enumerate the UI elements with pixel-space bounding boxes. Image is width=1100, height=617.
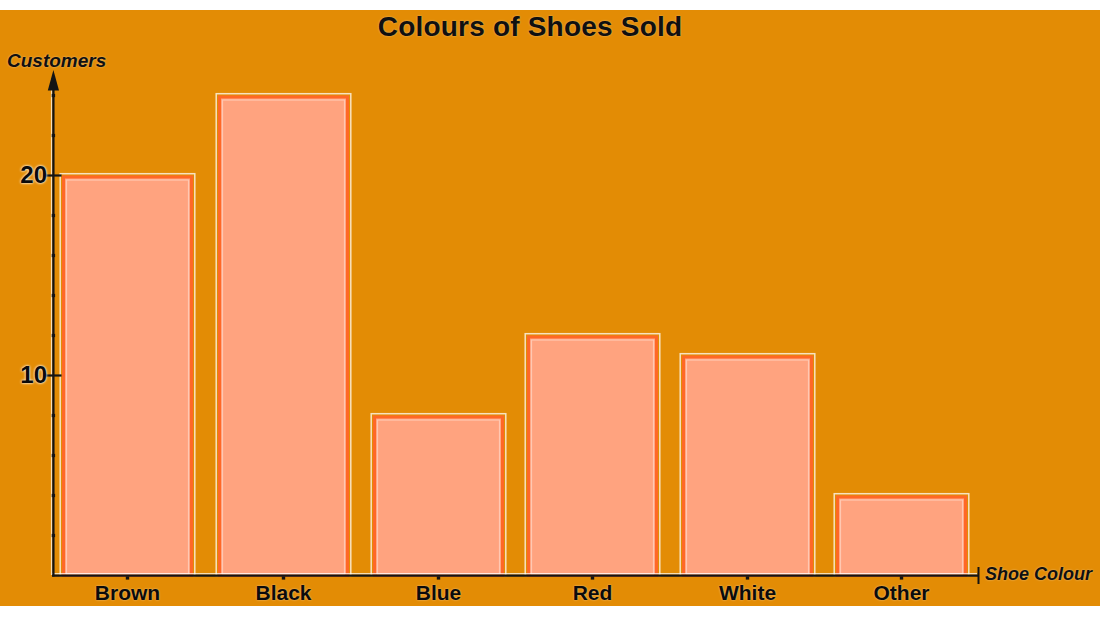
bar-brown	[64, 177, 192, 576]
plot-area	[0, 0, 1100, 617]
bar-blue	[375, 417, 503, 576]
y-minor-tick	[52, 94, 55, 97]
x-tick-dot	[746, 576, 749, 579]
x-category-label: Other	[832, 581, 972, 605]
bar-white	[684, 357, 812, 576]
y-minor-tick	[52, 454, 55, 457]
y-axis-arrowhead	[48, 70, 59, 91]
y-minor-tick	[52, 534, 55, 537]
x-tick-dot	[282, 576, 285, 579]
y-axis-label: Customers	[7, 50, 106, 72]
bar-red	[529, 337, 657, 576]
x-tick-dot	[437, 576, 440, 579]
x-tick-dot	[900, 576, 903, 579]
x-category-label: Brown	[58, 581, 198, 605]
y-minor-tick	[52, 414, 55, 417]
x-tick-dot	[591, 576, 594, 579]
y-minor-tick	[52, 294, 55, 297]
y-minor-tick	[52, 214, 55, 217]
y-minor-tick	[52, 334, 55, 337]
x-category-label: Red	[523, 581, 663, 605]
chart-canvas: Colours of Shoes Sold Customers Shoe Col…	[0, 0, 1100, 617]
x-category-label: White	[678, 581, 818, 605]
x-category-label: Blue	[369, 581, 509, 605]
y-minor-tick	[52, 134, 55, 137]
x-tick-dot	[126, 576, 129, 579]
y-minor-tick	[52, 494, 55, 497]
bar-other	[838, 497, 966, 576]
chart-title: Colours of Shoes Sold	[0, 11, 1060, 43]
y-minor-tick	[52, 254, 55, 257]
bar-black	[220, 97, 348, 576]
y-tick-label: 10	[7, 363, 47, 387]
x-category-label: Black	[214, 581, 354, 605]
y-tick-label: 20	[7, 163, 47, 187]
x-axis-label: Shoe Colour	[985, 564, 1092, 585]
